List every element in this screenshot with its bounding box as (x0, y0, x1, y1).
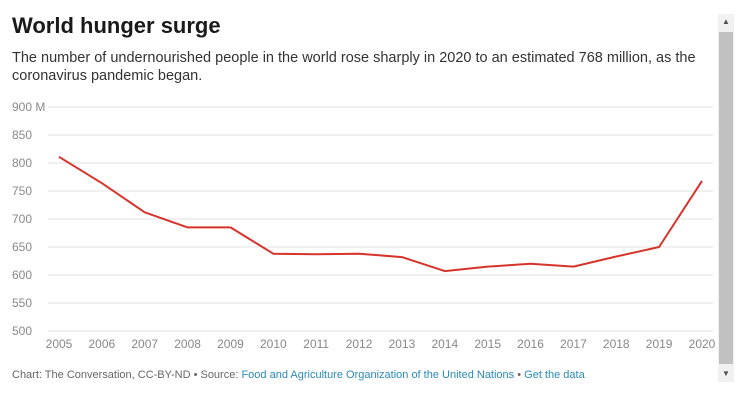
x-tick-label: 2020 (689, 337, 716, 351)
x-tick-label: 2007 (131, 337, 158, 351)
data-point[interactable] (141, 208, 149, 216)
data-point[interactable] (398, 253, 406, 261)
footer-separator: • (514, 369, 525, 381)
x-tick-label: 2015 (474, 337, 501, 351)
x-tick-label: 2010 (260, 337, 287, 351)
x-tick-label: 2008 (174, 337, 201, 351)
data-point[interactable] (55, 153, 63, 161)
vertical-scrollbar[interactable]: ▲ ▼ (718, 14, 734, 382)
x-axis-ticks: 2005 2006 2007 2008 2009 2010 2011 2012 2013 2014… (46, 337, 716, 351)
source-link[interactable]: Food and Agriculture Organization of the… (241, 369, 515, 381)
chart-footer: Chart: The Conversation, CC-BY-ND • Sour… (12, 369, 585, 381)
footer-credit: Chart: The Conversation, CC-BY-ND • Sour… (12, 369, 242, 381)
y-tick-label: 600 (12, 268, 32, 282)
series-layer (55, 153, 706, 275)
y-tick-label: 900 M (12, 100, 45, 114)
y-tick-label: 800 (12, 156, 32, 170)
y-tick-label: 850 (12, 128, 32, 142)
x-tick-label: 2005 (46, 337, 73, 351)
y-tick-label: 750 (12, 184, 32, 198)
data-point[interactable] (569, 263, 577, 271)
data-point[interactable] (312, 250, 320, 258)
data-point[interactable] (184, 223, 192, 231)
y-tick-label: 650 (12, 240, 32, 254)
x-tick-label: 2006 (89, 337, 116, 351)
data-point[interactable] (355, 250, 363, 258)
x-tick-label: 2012 (346, 337, 373, 351)
data-point[interactable] (484, 263, 492, 271)
data-point[interactable] (226, 223, 234, 231)
get-data-link[interactable]: Get the data (524, 369, 585, 381)
x-tick-label: 2016 (517, 337, 544, 351)
series-line (58, 155, 703, 273)
y-axis-ticks: 500 550 600 650 700 750 800 850 900 M (12, 100, 45, 338)
x-tick-label: 2017 (560, 337, 587, 351)
x-tick-label: 2011 (303, 337, 329, 351)
data-point[interactable] (698, 177, 706, 185)
data-point[interactable] (527, 260, 535, 268)
scroll-up-arrow-icon[interactable]: ▲ (722, 17, 730, 26)
y-tick-label: 700 (12, 212, 32, 226)
chart-subtitle: The number of undernourished people in t… (12, 50, 696, 84)
x-tick-label: 2009 (217, 337, 244, 351)
x-tick-label: 2014 (431, 337, 458, 351)
x-tick-label: 2013 (389, 337, 416, 351)
gridlines (48, 106, 713, 332)
data-point[interactable] (98, 179, 106, 187)
data-point[interactable] (441, 267, 449, 275)
scroll-down-arrow-icon[interactable]: ▼ (722, 369, 730, 378)
data-point[interactable] (612, 253, 620, 261)
scroll-thumb[interactable] (719, 32, 733, 364)
y-tick-label: 550 (12, 296, 32, 310)
y-tick-label: 500 (12, 324, 32, 338)
x-tick-label: 2019 (646, 337, 673, 351)
chart-title: World hunger surge (12, 13, 221, 38)
x-tick-label: 2018 (603, 337, 630, 351)
data-point[interactable] (655, 243, 663, 251)
data-point[interactable] (269, 250, 277, 258)
